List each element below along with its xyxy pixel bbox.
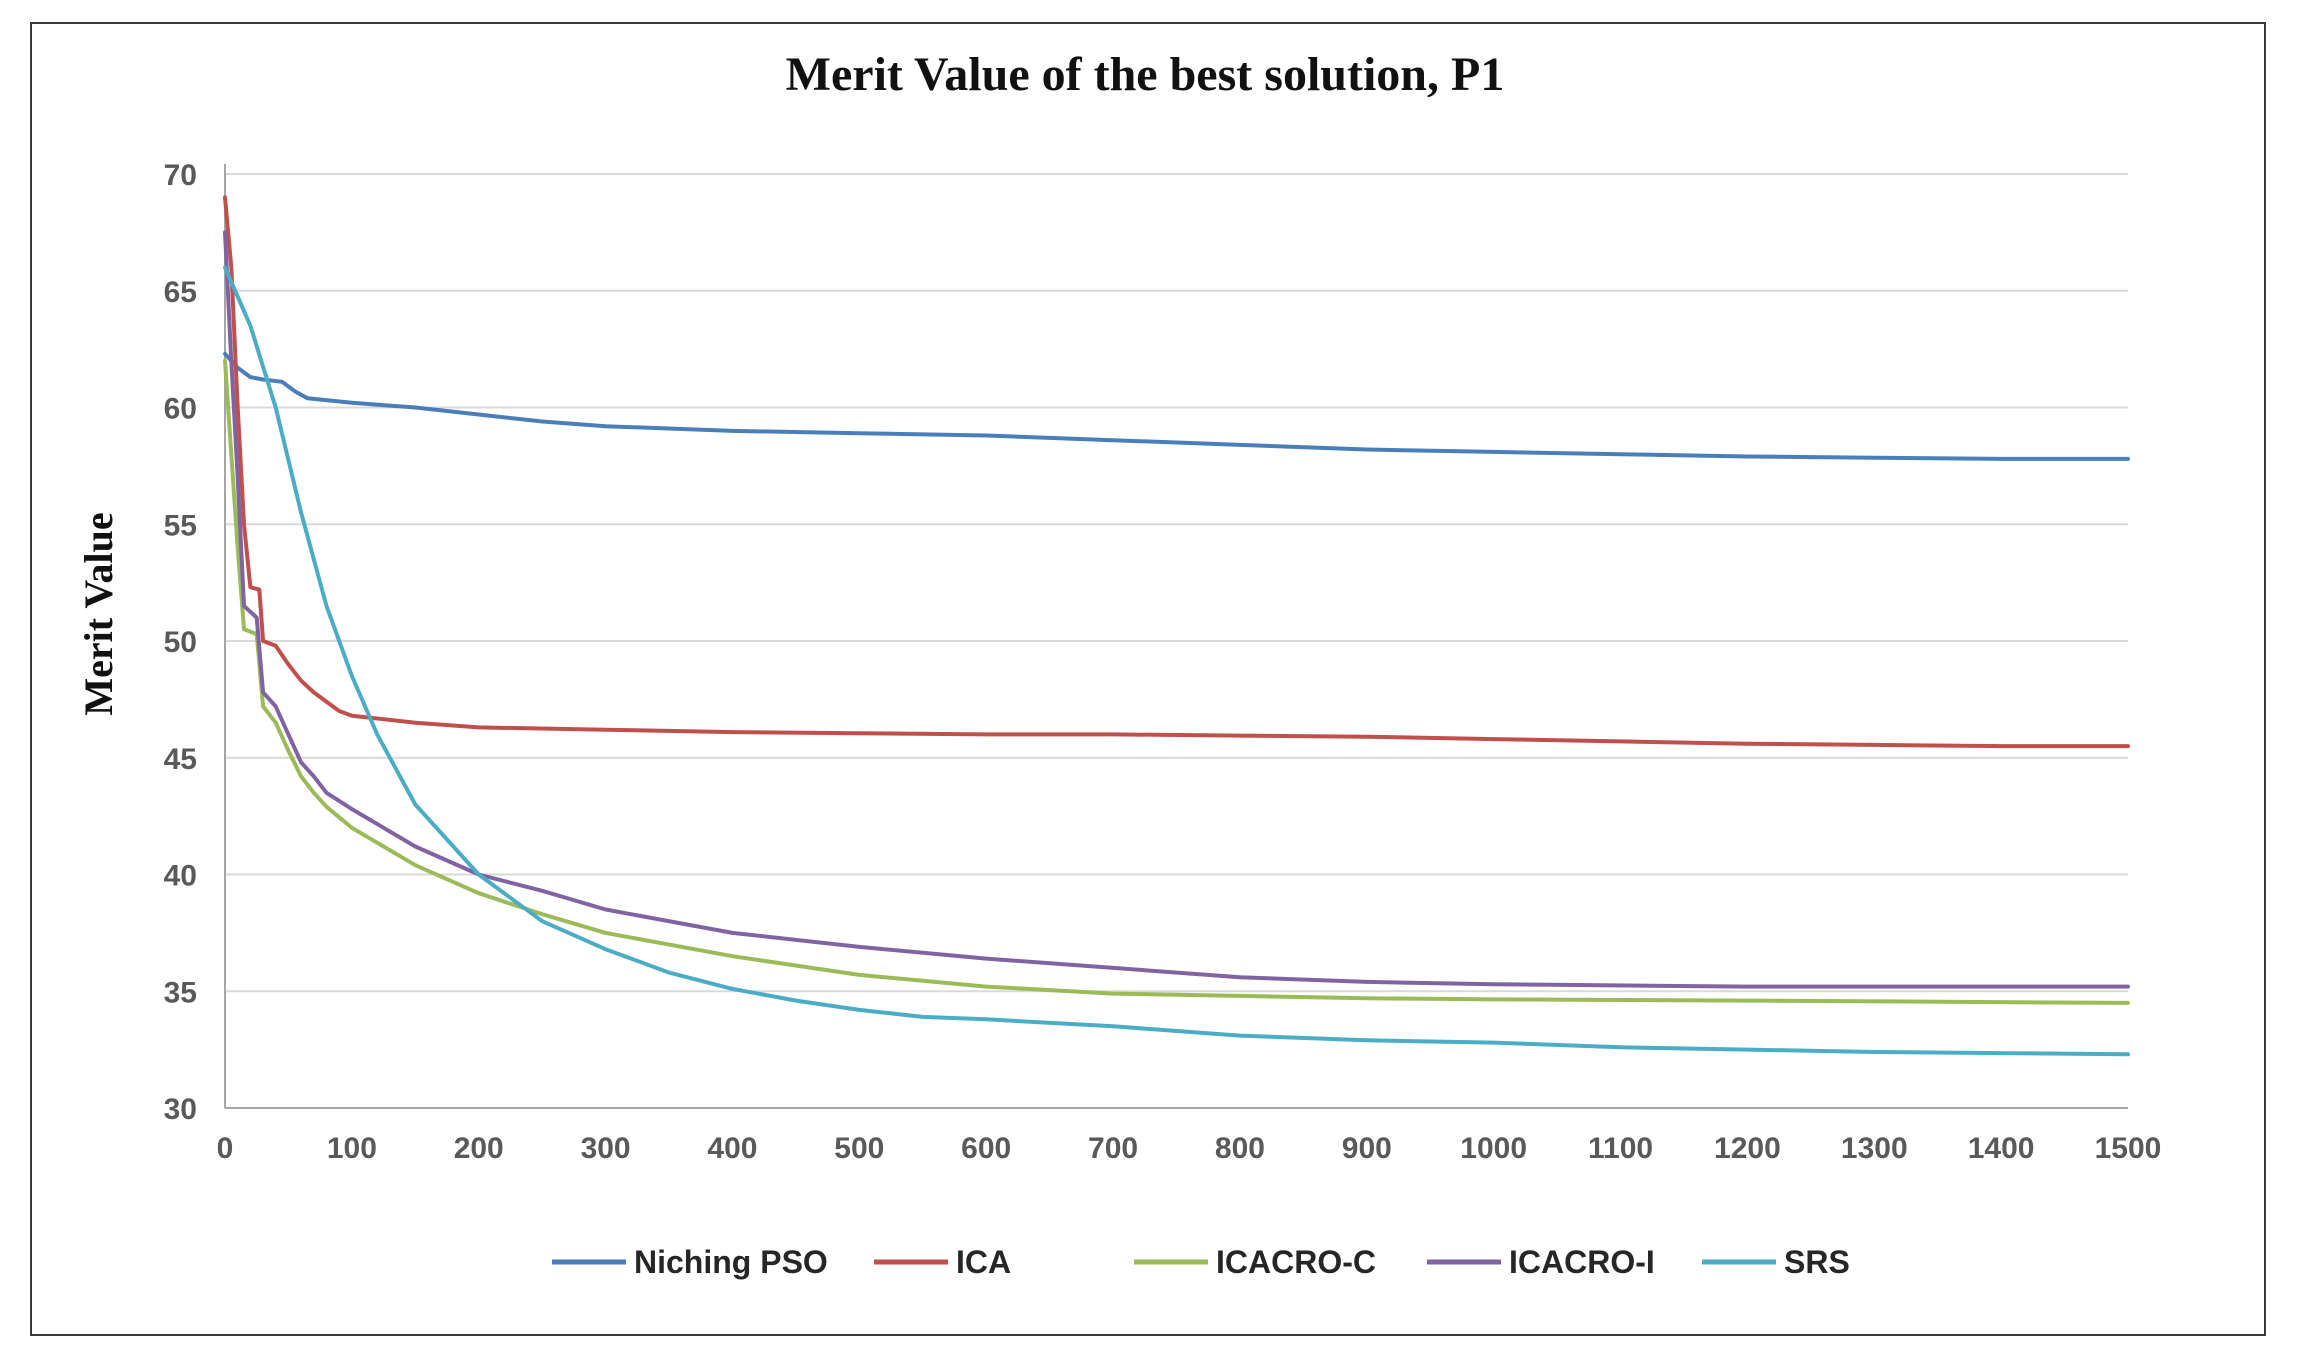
y-tick-label: 30 [164, 1093, 197, 1126]
legend: Niching PSO ICA ICACRO-C ICACRO-I SRS [552, 1244, 1850, 1280]
x-tick-label: 400 [707, 1132, 757, 1165]
chart-title: Merit Value of the best solution, P1 [786, 48, 1505, 101]
legend-label: ICA [956, 1244, 1011, 1280]
legend-label: Niching PSO [634, 1244, 828, 1280]
x-tick-labels: 0 100 200 300 400 500 600 700 800 900 1000 1100 1200… [217, 1132, 2162, 1165]
x-tick-label: 300 [581, 1132, 631, 1165]
legend-label: ICACRO-I [1509, 1244, 1655, 1280]
x-tick-label: 700 [1088, 1132, 1138, 1165]
series-line-srs [223, 265, 2130, 1057]
x-tick-label: 1400 [1968, 1132, 2035, 1165]
y-tick-label: 35 [164, 976, 197, 1009]
x-tick-label: 1500 [2095, 1132, 2162, 1165]
series-layer [223, 195, 2130, 1057]
x-tick-label: 1100 [1588, 1132, 1653, 1165]
series-line-niching-pso [223, 351, 2130, 461]
y-tick-label: 70 [164, 159, 197, 192]
y-tick-label: 45 [164, 743, 197, 776]
y-tick-label: 60 [164, 393, 197, 426]
x-tick-label: 1200 [1714, 1132, 1781, 1165]
x-tick-label: 500 [834, 1132, 884, 1165]
x-tick-label: 0 [217, 1132, 234, 1165]
y-tick-label: 55 [164, 509, 197, 542]
merit-value-chart: 30 35 40 45 50 55 60 65 70 0 100 200 300 400 500 600 70… [76, 48, 2162, 1280]
legend-label: ICACRO-C [1216, 1244, 1376, 1280]
x-tick-label: 100 [327, 1132, 377, 1165]
y-tick-label: 50 [164, 626, 197, 659]
y-axis-label: Merit Value [76, 512, 121, 715]
y-tick-label: 40 [164, 860, 197, 893]
series-line-ica [223, 195, 2130, 749]
axis-layer [224, 164, 2128, 1109]
x-tick-label: 1000 [1460, 1132, 1527, 1165]
series-line-icacro-i [223, 230, 2130, 989]
x-tick-label: 1300 [1841, 1132, 1908, 1165]
x-tick-label: 900 [1342, 1132, 1392, 1165]
x-tick-label: 600 [961, 1132, 1011, 1165]
y-tick-labels: 30 35 40 45 50 55 60 65 70 [164, 159, 197, 1126]
grid-layer [225, 173, 2128, 993]
chart-frame: 30 35 40 45 50 55 60 65 70 0 100 200 300 400 500 600 70… [30, 22, 2266, 1336]
legend-label: SRS [1784, 1244, 1850, 1280]
x-tick-label: 800 [1215, 1132, 1265, 1165]
y-tick-label: 65 [164, 276, 197, 309]
x-tick-label: 200 [454, 1132, 504, 1165]
